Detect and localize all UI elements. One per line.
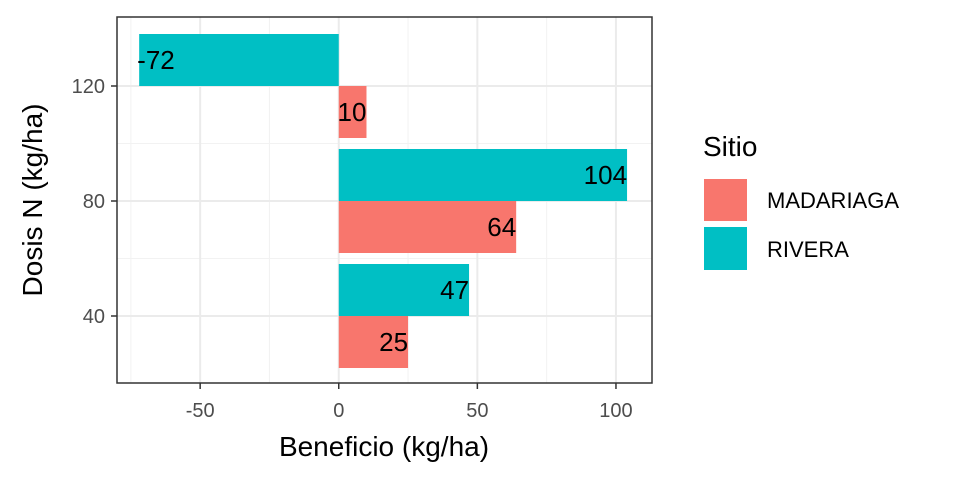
y-tick-label: 120 bbox=[72, 76, 105, 98]
x-tick-label: -50 bbox=[186, 400, 215, 422]
x-tick-label: 100 bbox=[599, 400, 632, 422]
legend-label-madariaga: MADARIAGA bbox=[767, 188, 899, 213]
bar-label-madariaga-40: 25 bbox=[379, 327, 408, 357]
y-axis: 40 80 120 bbox=[72, 76, 117, 328]
x-tick-label: 0 bbox=[333, 400, 344, 422]
legend-label-rivera: RIVERA bbox=[767, 237, 849, 262]
y-axis-title: Dosis N (kg/ha) bbox=[17, 104, 48, 297]
bar-rivera-80 bbox=[338, 149, 628, 201]
bar-madariaga-120 bbox=[338, 86, 367, 138]
bar-madariaga-40 bbox=[338, 316, 409, 368]
bar-rivera-120 bbox=[139, 34, 339, 86]
bar-label-madariaga-80: 64 bbox=[487, 212, 516, 242]
legend-title: Sitio bbox=[703, 131, 757, 162]
bar-labels: 25 64 10 47 104 -72 bbox=[137, 45, 627, 357]
legend-swatch-madariaga bbox=[704, 179, 747, 221]
bar-label-madariaga-120: 10 bbox=[338, 97, 367, 127]
bar-rivera-40 bbox=[338, 264, 470, 316]
bar-madariaga-80 bbox=[338, 201, 517, 253]
bars bbox=[139, 34, 628, 368]
bar-label-rivera-80: 104 bbox=[584, 160, 627, 190]
plot-border bbox=[116, 16, 653, 384]
y-tick-label: 40 bbox=[83, 306, 105, 328]
legend: Sitio MADARIAGA RIVERA bbox=[703, 131, 899, 270]
x-axis: -50 0 50 100 bbox=[186, 383, 633, 422]
bar-label-rivera-40: 47 bbox=[440, 275, 469, 305]
bar-label-rivera-120: -72 bbox=[137, 45, 175, 75]
y-tick-label: 80 bbox=[83, 191, 105, 213]
legend-swatch-rivera bbox=[704, 227, 747, 270]
x-axis-title: Beneficio (kg/ha) bbox=[279, 431, 489, 462]
x-tick-label: 50 bbox=[466, 400, 488, 422]
